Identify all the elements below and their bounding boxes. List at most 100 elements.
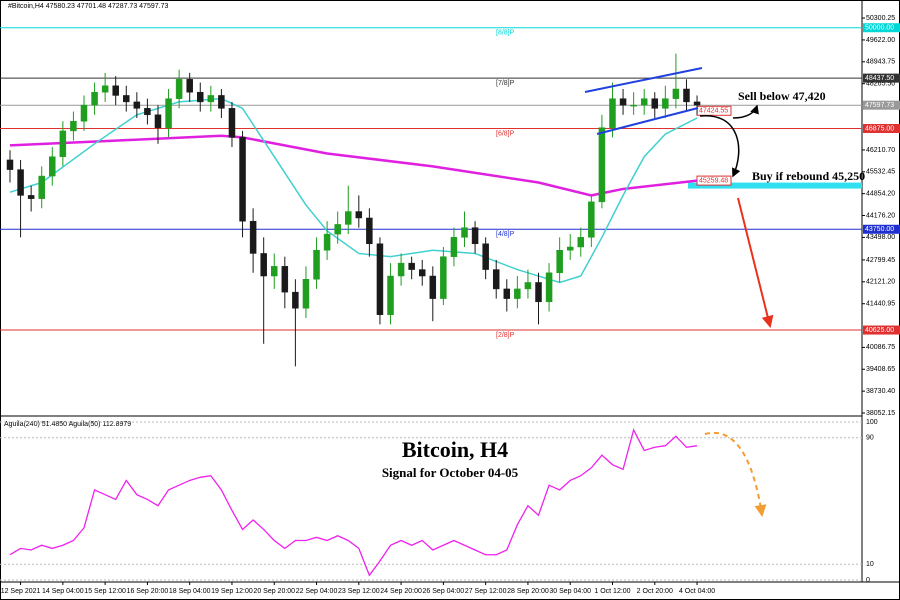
- candle-body: [651, 98, 659, 109]
- candle-body: [418, 269, 426, 277]
- candle-body: [376, 243, 384, 315]
- candle-body: [38, 175, 45, 199]
- level-tag: [2/8]P: [496, 332, 515, 339]
- candle-body: [566, 246, 574, 251]
- channel-line: [584, 67, 703, 93]
- candle-body: [545, 272, 553, 303]
- candle-body: [429, 275, 437, 299]
- y-tick-label: 44176.20: [866, 212, 895, 219]
- osc-tick-label: 10: [866, 561, 874, 568]
- x-tick-label: 16 Sep 20:00: [127, 588, 169, 595]
- candle-body: [630, 104, 637, 107]
- candle-body: [101, 85, 109, 93]
- x-tick-label: 27 Sep 12:00: [465, 588, 507, 595]
- candle-body: [27, 195, 35, 199]
- y-tick-label: 50300.25: [866, 15, 895, 22]
- y-tick-label: 39408.65: [866, 366, 895, 373]
- candle-body: [482, 243, 489, 270]
- y-tick-label: 43498.00: [866, 234, 895, 241]
- candle-body: [514, 288, 521, 299]
- candle-body: [271, 266, 278, 277]
- arrow: [704, 431, 767, 517]
- header: #Bitcoin,H4 47580.23 47701.48 47287.73 4…: [8, 3, 168, 10]
- level-label-box: [863, 224, 900, 234]
- level-label-box: [863, 73, 900, 83]
- y-tick-label: 45532.45: [866, 169, 895, 176]
- candle-body: [49, 156, 56, 177]
- x-tick-label: 1 Oct 12:00: [594, 588, 630, 595]
- candle-body: [503, 288, 511, 299]
- level-label-box: [863, 23, 900, 33]
- candle-body: [397, 262, 405, 277]
- candle-body: [218, 95, 225, 109]
- candle-body: [619, 98, 627, 106]
- level-label: 50000.00: [865, 25, 894, 32]
- candle-body: [344, 211, 352, 225]
- level-label: 40625.00: [865, 327, 894, 334]
- candle-body: [80, 104, 88, 122]
- candle-body: [334, 224, 341, 235]
- candle-body: [175, 79, 183, 99]
- oscillator-label: Aguila(240) 51.4850 Aguila(50) 112.8979: [4, 421, 131, 428]
- x-tick-label: 24 Sep 20:00: [380, 588, 422, 595]
- osc-tick-label: 90: [866, 435, 874, 442]
- candle-body: [70, 120, 77, 132]
- candle-body: [408, 262, 415, 270]
- level-label-box: [863, 325, 900, 335]
- candle-body: [450, 237, 458, 257]
- x-tick-label: 26 Sep 04:00: [423, 588, 465, 595]
- candle-body: [598, 127, 606, 203]
- y-tick-label: 42799.45: [866, 257, 895, 264]
- x-tick-label: 19 Sep 12:00: [211, 588, 253, 595]
- level-label: 48437.50: [865, 75, 894, 82]
- candle-body: [207, 95, 215, 103]
- y-tick-label: 38052.15: [866, 410, 895, 417]
- y-tick-label: 40086.75: [866, 344, 895, 351]
- candle-body: [662, 98, 669, 109]
- level-label: 43750.00: [865, 226, 894, 233]
- y-tick-label: 42121.20: [866, 279, 895, 286]
- candle-body: [440, 256, 447, 299]
- arrow: [699, 115, 741, 178]
- x-tick-label: 18 Sep 04:00: [169, 588, 211, 595]
- candle-body: [672, 88, 680, 99]
- y-tick-label: 49622.00: [866, 37, 895, 44]
- x-tick-label: 12 Sep 2021: [1, 588, 41, 595]
- osc-tick-label: 0: [866, 577, 870, 584]
- level-tag: [7/8]P: [496, 80, 515, 87]
- candle-body: [6, 159, 14, 170]
- chart-subtitle: Signal for October 04-05: [382, 465, 519, 480]
- x-tick-label: 28 Sep 20:00: [507, 588, 549, 595]
- candle-body: [355, 211, 363, 219]
- candle-body: [535, 282, 542, 303]
- y-tick-label: 46210.70: [866, 147, 895, 154]
- y-tick-label: 48265.50: [866, 81, 895, 88]
- candle-body: [524, 282, 532, 290]
- moving-average: [9, 134, 698, 197]
- candle-body: [59, 130, 67, 157]
- y-tick-label: 38730.40: [866, 388, 895, 395]
- candle-body: [154, 114, 162, 128]
- candle-body: [281, 266, 289, 293]
- candle-body: [249, 220, 257, 254]
- candle-body: [323, 233, 331, 251]
- x-tick-label: 14 Sep 04:00: [42, 588, 84, 595]
- y-tick-label: 41440.95: [866, 301, 895, 308]
- candle-body: [197, 91, 204, 103]
- y-tick-label: 48943.75: [866, 59, 895, 66]
- candle-body: [91, 91, 98, 106]
- price-box-label: 47424.55: [699, 108, 728, 115]
- candle-body: [366, 217, 373, 245]
- candle-body: [260, 253, 267, 277]
- x-tick-label: 23 Sep 12:00: [338, 588, 380, 595]
- buy-zone: [688, 182, 862, 189]
- candle-body: [556, 249, 563, 274]
- level-label-box: [863, 100, 900, 110]
- candle-body: [112, 85, 119, 96]
- candle-body: [387, 275, 394, 315]
- level-tag: [4/8]P: [496, 231, 515, 238]
- price-box-label: 45259.48: [699, 177, 728, 184]
- osc-tick-label: 100: [866, 419, 878, 426]
